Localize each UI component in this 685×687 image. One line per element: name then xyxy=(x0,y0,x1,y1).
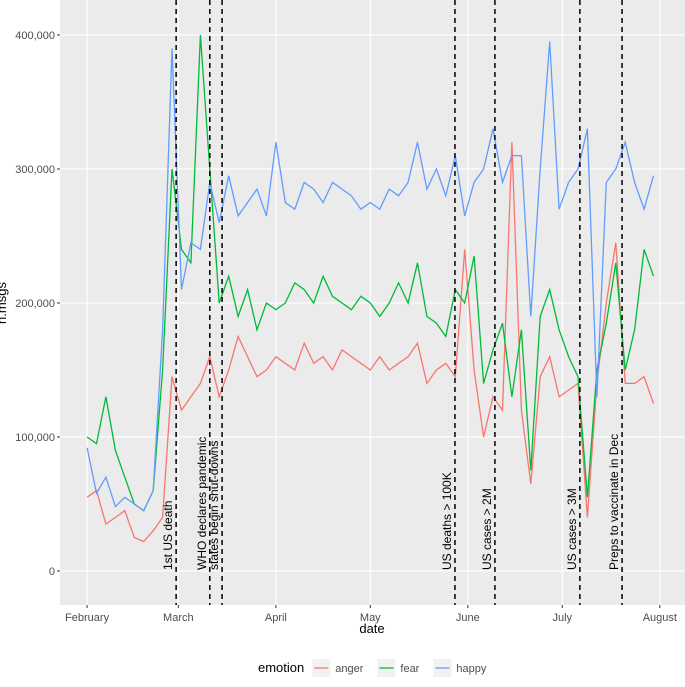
legend-label: fear xyxy=(400,663,419,675)
x-tick-label: May xyxy=(360,612,381,624)
event-label: US deaths > 100K xyxy=(440,472,454,570)
event-label: US cases > 3M xyxy=(565,488,579,570)
event-label: 1st US death xyxy=(161,501,175,570)
series-line xyxy=(86,142,655,543)
y-tick-label: 0 xyxy=(49,566,55,578)
y-tick-label: 200,000 xyxy=(15,298,55,310)
x-tick-label: March xyxy=(163,612,194,624)
y-tick-label: 400,000 xyxy=(15,30,55,42)
x-tick-label: April xyxy=(265,612,287,624)
y-tick-label: 300,000 xyxy=(15,164,55,176)
legend-title: emotion xyxy=(258,660,304,675)
x-tick-label: February xyxy=(65,612,110,624)
y-tick-label: 100,000 xyxy=(15,432,55,444)
event-label: states begin shut-downs xyxy=(207,441,221,570)
y-axis-title: n.msgs xyxy=(0,282,9,324)
x-tick-label: June xyxy=(456,612,480,624)
legend-label: happy xyxy=(456,663,486,675)
legend-label: anger xyxy=(335,663,363,675)
event-label: US cases > 2M xyxy=(480,488,494,570)
x-axis-title: date xyxy=(359,621,384,636)
event-label: Preps to vaccinate in Dec xyxy=(607,434,621,570)
event-label: WHO declares pandemic xyxy=(195,437,209,570)
x-tick-label: August xyxy=(643,612,677,624)
series-line xyxy=(86,41,655,512)
x-tick-label: July xyxy=(552,612,572,624)
series-line xyxy=(86,34,655,512)
